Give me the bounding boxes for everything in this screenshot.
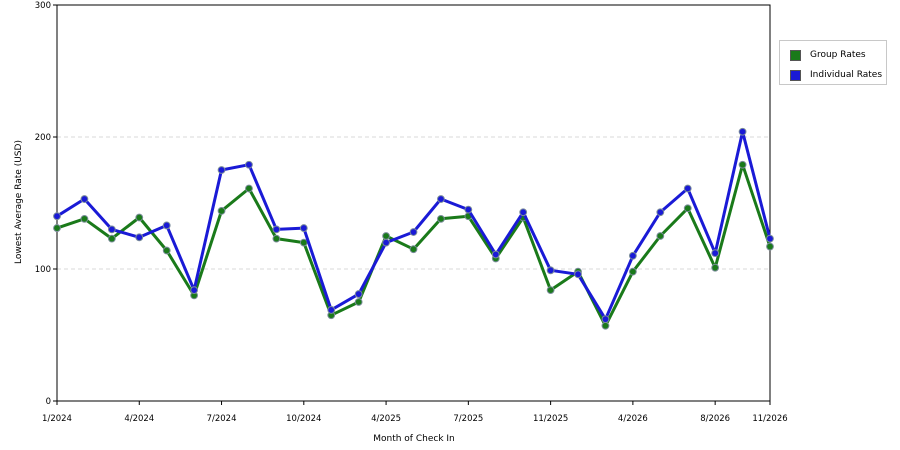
data-point-individual-rates xyxy=(601,315,610,324)
data-point-group-rates xyxy=(656,232,665,240)
data-point-group-rates xyxy=(135,213,144,222)
data-point-individual-rates xyxy=(245,160,253,169)
data-point-individual-rates xyxy=(437,195,445,203)
x-tick-label: 11/2025 xyxy=(533,414,568,424)
data-point-group-rates xyxy=(80,214,89,223)
y-tick-labels: 0 100 200 300 xyxy=(35,1,51,407)
data-point-group-rates xyxy=(409,245,418,254)
data-point-group-rates xyxy=(601,321,610,330)
data-point-individual-rates xyxy=(217,166,226,174)
y-tick-label: 300 xyxy=(35,1,51,11)
data-point-group-rates xyxy=(354,298,363,306)
data-point-individual-rates xyxy=(162,221,171,230)
legend: Group Rates Individual Rates xyxy=(779,40,887,85)
legend-item-group-rates: Group Rates xyxy=(790,48,866,62)
data-point-individual-rates xyxy=(656,208,665,217)
y-axis-label: Lowest Average Rate (USD) xyxy=(14,140,24,264)
data-point-individual-rates xyxy=(409,228,418,236)
data-point-group-rates xyxy=(628,267,637,276)
series-layer xyxy=(53,127,774,330)
series-individual-rates xyxy=(53,127,774,324)
data-point-individual-rates xyxy=(464,205,473,214)
legend-label-group-rates: Group Rates xyxy=(810,50,866,60)
data-point-individual-rates xyxy=(738,127,747,136)
data-point-individual-rates xyxy=(382,238,390,247)
group-rates-swatch xyxy=(790,49,801,61)
data-point-individual-rates xyxy=(190,286,199,295)
plot-frame xyxy=(56,4,771,402)
data-point-group-rates xyxy=(546,286,555,295)
data-point-individual-rates xyxy=(327,306,336,314)
data-point-group-rates xyxy=(711,263,720,272)
data-point-individual-rates xyxy=(766,234,774,243)
axes xyxy=(53,4,771,405)
data-point-group-rates xyxy=(272,234,281,243)
data-point-group-rates xyxy=(245,184,253,193)
legend-label-individual-rates: Individual Rates xyxy=(810,70,883,80)
x-tick-label: 8/2026 xyxy=(700,414,730,424)
x-tick-label: 1/2024 xyxy=(42,414,72,424)
data-point-individual-rates xyxy=(574,270,582,279)
x-tick-label: 4/2026 xyxy=(618,414,648,424)
data-point-group-rates xyxy=(382,232,390,240)
x-tick-labels: 1/2024 4/2024 7/2024 10/2024 4/2025 7/2025 11/… xyxy=(42,414,788,424)
data-point-group-rates xyxy=(53,224,61,232)
data-point-individual-rates xyxy=(272,225,281,234)
series-line-group-rates xyxy=(56,163,772,328)
data-point-group-rates xyxy=(217,207,226,215)
x-tick-label: 7/2025 xyxy=(453,414,483,424)
x-tick-label: 11/2026 xyxy=(752,414,787,424)
data-point-individual-rates xyxy=(135,233,144,242)
data-point-individual-rates xyxy=(491,250,500,259)
data-point-individual-rates xyxy=(80,195,89,203)
individual-rates-swatch xyxy=(790,69,801,81)
x-axis-label: Month of Check In xyxy=(373,434,455,444)
data-point-individual-rates xyxy=(546,266,555,275)
data-point-individual-rates xyxy=(107,225,116,234)
data-point-individual-rates xyxy=(354,290,363,298)
data-point-group-rates xyxy=(683,204,692,213)
series-group-rates xyxy=(53,160,774,330)
x-tick-label: 7/2024 xyxy=(207,414,237,424)
data-point-group-rates xyxy=(162,246,171,255)
data-point-group-rates xyxy=(107,234,116,243)
y-tick-label: 200 xyxy=(35,133,51,143)
data-point-individual-rates xyxy=(53,212,61,221)
data-point-group-rates xyxy=(738,160,747,169)
x-tick-label: 4/2024 xyxy=(124,414,154,424)
x-tick-label: 4/2025 xyxy=(371,414,401,424)
data-point-group-rates xyxy=(766,242,774,251)
data-point-individual-rates xyxy=(711,249,720,258)
data-point-individual-rates xyxy=(628,251,637,260)
y-tick-label: 100 xyxy=(35,265,51,275)
data-point-group-rates xyxy=(299,238,308,247)
data-point-group-rates xyxy=(437,214,445,223)
data-point-individual-rates xyxy=(519,208,528,217)
data-point-individual-rates xyxy=(683,184,692,193)
legend-item-individual-rates: Individual Rates xyxy=(790,68,882,82)
y-tick-label: 0 xyxy=(46,397,51,407)
data-point-individual-rates xyxy=(299,224,308,232)
x-tick-label: 10/2024 xyxy=(286,414,321,424)
